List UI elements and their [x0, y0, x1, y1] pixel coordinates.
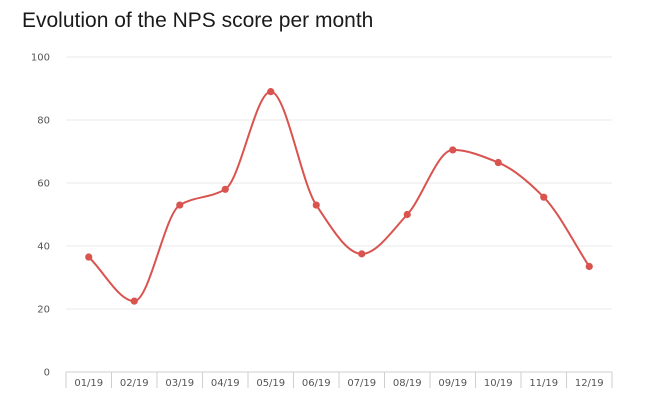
y-tick-label-40: 40: [37, 242, 50, 253]
data-point-09-19[interactable]: [449, 146, 457, 154]
x-axis: [65, 371, 613, 388]
x-tick-label-01-19: 01/19: [74, 378, 103, 389]
grid-lines: [66, 56, 612, 310]
chart-title: Evolution of the NPS score per month: [22, 9, 374, 32]
x-tick-label-05-19: 05/19: [256, 378, 285, 389]
x-axis-tick-labels: 01/19 02/19 03/19 04/19 05/19 06/19 07/19 08/19…: [74, 378, 603, 389]
series-line: [88, 90, 591, 303]
data-point-11-19[interactable]: [540, 193, 548, 201]
y-tick-label-100: 100: [31, 53, 50, 64]
data-point-10-19[interactable]: [494, 158, 502, 167]
x-tick-label-02-19: 02/19: [120, 378, 149, 389]
x-tick-label-12-19: 12/19: [575, 378, 604, 389]
data-point-06-19[interactable]: [312, 201, 320, 209]
y-tick-label-60: 60: [37, 179, 50, 190]
x-tick-label-04-19: 04/19: [211, 378, 240, 389]
x-tick-label-06-19: 06/19: [302, 378, 331, 389]
x-tick-label-09-19: 09/19: [438, 378, 467, 389]
data-point-07-19[interactable]: [358, 250, 366, 258]
data-point-05-19[interactable]: [267, 88, 275, 96]
y-tick-label-80: 80: [37, 116, 50, 127]
data-point-02-19[interactable]: [130, 297, 138, 305]
data-point-03-19[interactable]: [176, 201, 184, 209]
y-tick-label-20: 20: [37, 305, 50, 316]
x-tick-label-08-19: 08/19: [393, 378, 422, 389]
x-tick-label-03-19: 03/19: [165, 378, 194, 389]
data-points: [85, 88, 593, 305]
y-axis-tick-labels: 0 20 40 60 80 100: [31, 53, 50, 379]
x-tick-label-07-19: 07/19: [347, 378, 376, 389]
data-point-01-19[interactable]: [85, 253, 93, 261]
data-point-08-19[interactable]: [403, 210, 411, 219]
data-point-04-19[interactable]: [221, 185, 229, 193]
x-tick-label-10-19: 10/19: [484, 378, 513, 389]
x-tick-label-11-19: 11/19: [529, 378, 558, 389]
data-point-12-19[interactable]: [585, 262, 593, 271]
y-tick-label-0: 0: [44, 368, 50, 379]
